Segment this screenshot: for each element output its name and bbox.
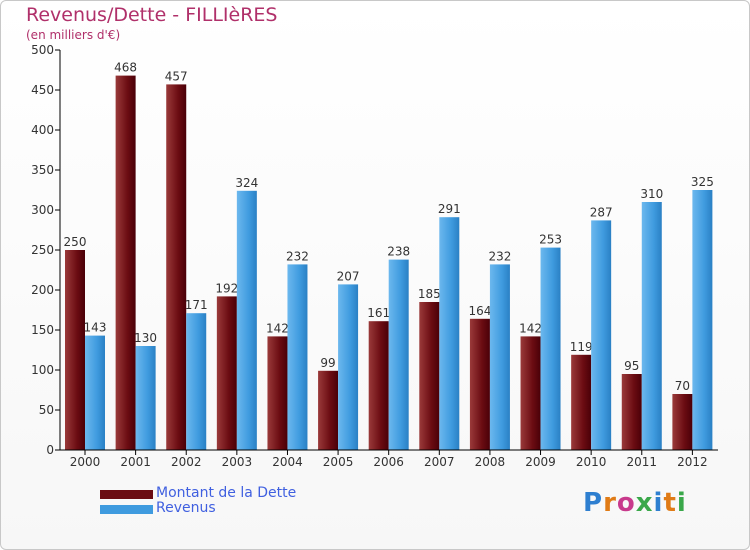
debt-value-label: 250: [64, 235, 87, 249]
legend-label-revenue: Revenus: [156, 500, 216, 516]
revenue-value-label: 232: [286, 249, 309, 263]
debt-bar: [621, 374, 642, 450]
revenue-bar: [489, 264, 510, 450]
revenue-bar: [338, 284, 359, 450]
x-tick-label: 2012: [677, 455, 708, 469]
debt-bar: [115, 75, 136, 450]
x-tick-label: 2008: [475, 455, 506, 469]
debt-value-label: 161: [367, 306, 390, 320]
y-tick-label: 500: [31, 43, 54, 57]
y-tick-label: 250: [31, 243, 54, 257]
revenue-bar: [540, 247, 561, 450]
debt-bar: [216, 296, 237, 450]
revenue-bar: [641, 202, 662, 450]
revenue-bar: [236, 190, 257, 451]
debt-bar: [672, 394, 693, 450]
x-tick-label: 2002: [171, 455, 202, 469]
revenue-bar: [388, 259, 409, 450]
x-tick-label: 2004: [272, 455, 303, 469]
revenue-value-label: 143: [84, 321, 107, 335]
x-tick-label: 2000: [70, 455, 101, 469]
debt-value-label: 142: [519, 321, 542, 335]
logo-letter: r: [603, 488, 617, 518]
revenue-bar: [135, 346, 156, 450]
legend-swatch-revenue: [100, 505, 153, 514]
debt-bar: [520, 336, 541, 450]
x-tick-label: 2009: [525, 455, 556, 469]
debt-bar: [318, 370, 339, 450]
logo-letter: x: [635, 488, 654, 518]
revenue-bar: [287, 264, 308, 450]
x-tick-label: 2001: [120, 455, 151, 469]
logo-letter: P: [583, 488, 604, 518]
debt-bar: [166, 84, 187, 451]
legend-label-debt: Montant de la Dette: [156, 485, 297, 501]
debt-bar: [419, 302, 440, 450]
y-tick-label: 400: [31, 123, 54, 137]
legend-swatch-debt: [100, 490, 153, 499]
debt-value-label: 142: [266, 321, 289, 335]
revenue-value-label: 310: [640, 187, 663, 201]
revenue-value-label: 253: [539, 233, 562, 247]
revenue-value-label: 287: [590, 205, 613, 219]
debt-value-label: 192: [215, 281, 238, 295]
debt-bar: [571, 354, 592, 450]
debt-bar: [65, 250, 85, 450]
debt-value-label: 164: [468, 304, 491, 318]
revenue-bar: [186, 313, 207, 450]
y-tick-label: 0: [46, 443, 54, 457]
proxiti-logo: Proxiti: [583, 488, 687, 518]
revenue-bar: [692, 190, 713, 450]
x-tick-label: 2003: [222, 455, 253, 469]
y-tick-label: 50: [39, 403, 54, 417]
y-tick-label: 450: [31, 83, 54, 97]
y-tick-label: 300: [31, 203, 54, 217]
chart-title: Revenus/Dette - FILLIèRES: [26, 4, 278, 26]
revenue-value-label: 325: [691, 175, 714, 189]
revenue-bar: [85, 335, 105, 450]
y-tick-label: 350: [31, 163, 54, 177]
revenue-value-label: 171: [185, 298, 208, 312]
logo-letter: i: [676, 488, 687, 518]
x-tick-label: 2005: [323, 455, 354, 469]
logo-letter: t: [663, 488, 677, 518]
chart-subtitle: (en milliers d'€): [26, 28, 121, 42]
debt-bar: [267, 336, 288, 450]
debt-value-label: 468: [114, 61, 137, 75]
debt-value-label: 119: [570, 340, 593, 354]
y-tick-label: 100: [31, 363, 54, 377]
debt-value-label: 185: [418, 287, 441, 301]
revenue-value-label: 324: [235, 176, 258, 190]
debt-bar: [368, 321, 389, 450]
debt-bar: [469, 318, 490, 450]
debt-value-label: 70: [675, 379, 690, 393]
revenue-value-label: 207: [337, 269, 360, 283]
x-tick-label: 2006: [373, 455, 404, 469]
revenue-value-label: 238: [387, 245, 410, 259]
revenue-value-label: 232: [488, 249, 511, 263]
logo-letter: i: [653, 488, 664, 518]
debt-value-label: 99: [320, 356, 335, 370]
revenue-bar: [439, 217, 460, 450]
revenue-value-label: 130: [134, 331, 157, 345]
logo-letter: o: [616, 488, 636, 518]
x-tick-label: 2010: [576, 455, 607, 469]
y-tick-label: 150: [31, 323, 54, 337]
debt-value-label: 95: [624, 359, 639, 373]
debt-value-label: 457: [165, 69, 188, 83]
y-tick-label: 200: [31, 283, 54, 297]
revenue-bar: [591, 220, 612, 450]
x-tick-label: 2007: [424, 455, 455, 469]
x-tick-label: 2011: [626, 455, 657, 469]
revenue-value-label: 291: [438, 202, 461, 216]
